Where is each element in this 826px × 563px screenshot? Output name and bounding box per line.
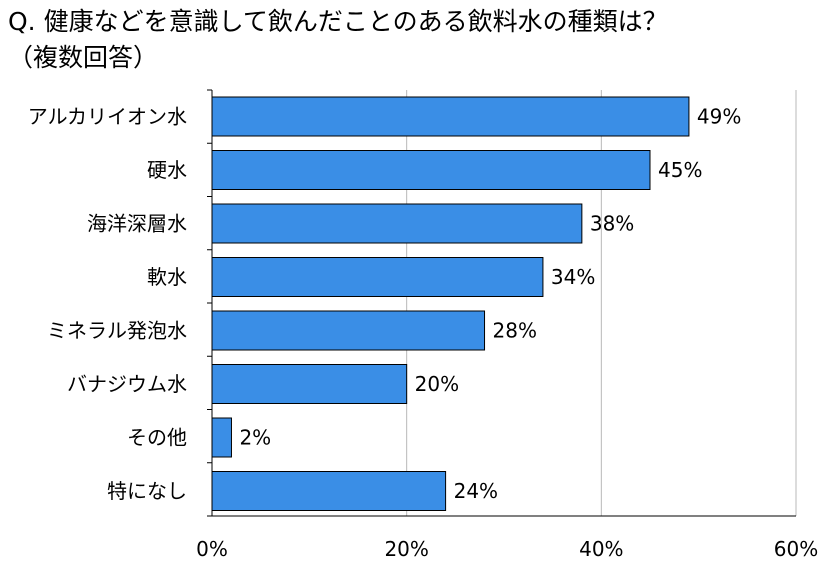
bar [211, 96, 690, 137]
bar [211, 203, 583, 244]
value-label: 45% [658, 158, 702, 182]
x-tick-label: 20% [384, 537, 428, 561]
category-label: 海洋深層水 [87, 212, 187, 236]
axes [207, 89, 796, 517]
category-label: その他 [127, 426, 187, 450]
chart-title: Q. 健康などを意識して飲んだことのある飲料水の種類は？ （複数回答） [8, 4, 818, 76]
value-label: 2% [239, 426, 271, 450]
value-label: 38% [590, 212, 634, 236]
category-label: ミネラル発泡水 [47, 319, 187, 343]
x-tick-label: 40% [579, 537, 623, 561]
value-label: 20% [415, 372, 459, 396]
bar [211, 364, 408, 404]
value-label: 34% [551, 265, 595, 289]
category-label: バナジウム水 [67, 372, 187, 396]
value-label: 28% [493, 319, 537, 343]
category-label: 硬水 [147, 158, 187, 182]
chart-title-line-2: （複数回答） [8, 43, 159, 72]
category-label: 軟水 [147, 265, 187, 289]
category-label: アルカリイオン水 [28, 105, 187, 129]
value-label: 24% [454, 479, 498, 503]
chart-title-line-1: Q. 健康などを意識して飲んだことのある飲料水の種類は？ [8, 7, 668, 36]
value-label: 49% [697, 105, 741, 129]
x-tick-label: 60% [774, 537, 818, 561]
bar [211, 310, 486, 351]
labels: 0% 20% 40% 60% アルカリイオン水 49% 硬水 45% 海洋深層水 38% 軟水 34%… [28, 105, 818, 562]
category-label: 特になし [107, 479, 187, 503]
x-tick-label: 0% [196, 537, 228, 561]
bar [211, 257, 544, 297]
bar [211, 150, 651, 190]
bar [211, 471, 447, 511]
bars [211, 96, 690, 511]
bar [211, 417, 232, 458]
